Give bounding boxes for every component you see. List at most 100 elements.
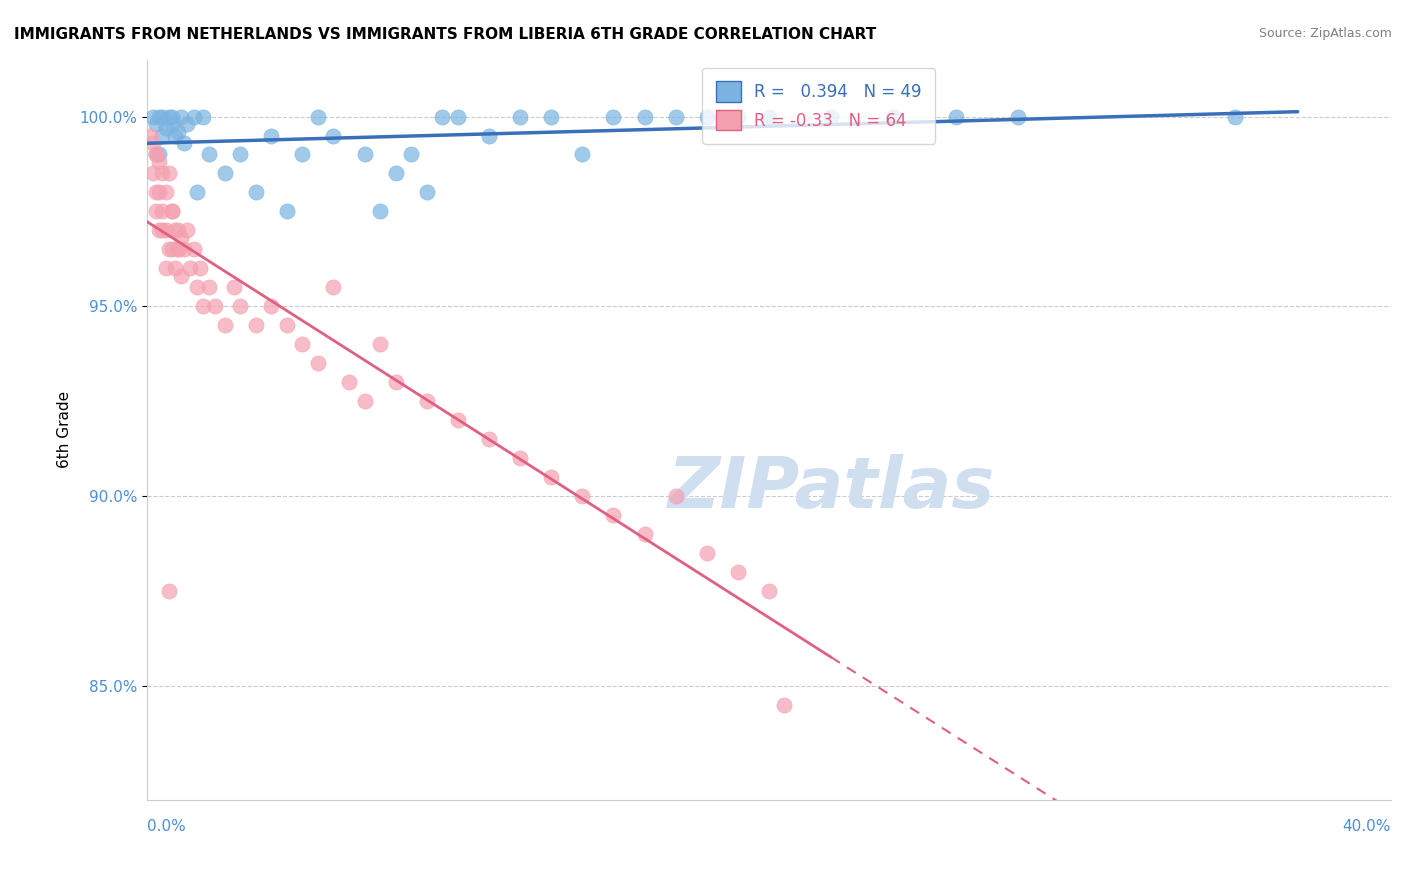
Point (322, 128, 344, 143)
Point (665, 110, 688, 124)
Point (229, 299, 252, 313)
Point (602, 110, 624, 124)
Point (260, 128, 283, 143)
Point (173, 136, 195, 150)
Point (540, 470, 562, 484)
Point (773, 698, 796, 712)
Point (882, 110, 904, 124)
Point (139, 128, 162, 143)
Point (163, 261, 186, 276)
Point (509, 110, 531, 124)
Point (399, 147, 422, 161)
Point (148, 223, 170, 237)
Point (198, 147, 221, 161)
Point (353, 394, 375, 409)
Point (160, 204, 183, 219)
Point (291, 147, 314, 161)
Point (337, 376, 360, 390)
Point (163, 128, 186, 143)
Point (368, 204, 391, 219)
Point (307, 356, 329, 370)
Point (152, 110, 174, 124)
Point (157, 166, 180, 180)
Point (170, 268, 193, 283)
Point (160, 204, 183, 219)
Point (191, 299, 214, 313)
Point (152, 166, 174, 180)
Point (384, 166, 406, 180)
Point (276, 204, 298, 219)
Point (447, 110, 470, 124)
Point (157, 243, 180, 257)
Point (416, 394, 439, 409)
Point (186, 280, 208, 294)
Point (155, 186, 177, 200)
Point (307, 110, 329, 124)
Point (633, 527, 655, 541)
Point (322, 280, 344, 294)
Text: IMMIGRANTS FROM NETHERLANDS VS IMMIGRANTS FROM LIBERIA 6TH GRADE CORRELATION CHA: IMMIGRANTS FROM NETHERLANDS VS IMMIGRANT… (14, 27, 876, 42)
Point (478, 432, 501, 446)
Point (245, 318, 267, 333)
Point (145, 117, 167, 131)
Point (148, 110, 170, 124)
Point (214, 318, 236, 333)
Point (245, 186, 267, 200)
Point (1007, 110, 1029, 124)
Point (155, 223, 177, 237)
Point (179, 261, 201, 276)
Point (145, 147, 167, 161)
Point (170, 231, 193, 245)
Point (1225, 110, 1247, 124)
Point (571, 489, 593, 503)
Point (478, 128, 501, 143)
Point (214, 166, 236, 180)
Point (820, 110, 842, 124)
Point (291, 337, 314, 351)
Point (260, 299, 283, 313)
Text: ZIPatlas: ZIPatlas (668, 454, 995, 524)
Point (148, 147, 170, 161)
Y-axis label: 6th Grade: 6th Grade (58, 391, 72, 468)
Point (155, 120, 177, 135)
Point (571, 147, 593, 161)
Point (432, 110, 454, 124)
Point (384, 376, 406, 390)
Point (152, 223, 174, 237)
Point (353, 147, 375, 161)
Point (148, 155, 170, 169)
Point (198, 280, 221, 294)
Point (368, 337, 391, 351)
Point (167, 243, 190, 257)
Point (447, 413, 470, 427)
Point (142, 166, 165, 180)
Point (160, 243, 183, 257)
Point (160, 117, 183, 131)
Point (183, 243, 205, 257)
Point (509, 451, 531, 466)
Point (160, 110, 183, 124)
Point (758, 110, 780, 124)
Point (157, 584, 180, 599)
Point (167, 223, 190, 237)
Point (222, 280, 245, 294)
Point (145, 147, 167, 161)
Point (758, 584, 780, 599)
Point (727, 110, 749, 124)
Point (229, 147, 252, 161)
Point (170, 110, 193, 124)
Point (204, 299, 226, 313)
Point (152, 128, 174, 143)
Point (183, 110, 205, 124)
Point (696, 110, 718, 124)
Point (176, 223, 198, 237)
Point (155, 261, 177, 276)
Point (276, 318, 298, 333)
Point (167, 243, 190, 257)
Text: 0.0%: 0.0% (146, 819, 186, 834)
Text: Source: ZipAtlas.com: Source: ZipAtlas.com (1258, 27, 1392, 40)
Point (163, 223, 186, 237)
Legend: R =   0.394   N = 49, R = -0.33   N = 64: R = 0.394 N = 49, R = -0.33 N = 64 (703, 68, 935, 144)
Text: 40.0%: 40.0% (1343, 819, 1391, 834)
Point (665, 489, 688, 503)
